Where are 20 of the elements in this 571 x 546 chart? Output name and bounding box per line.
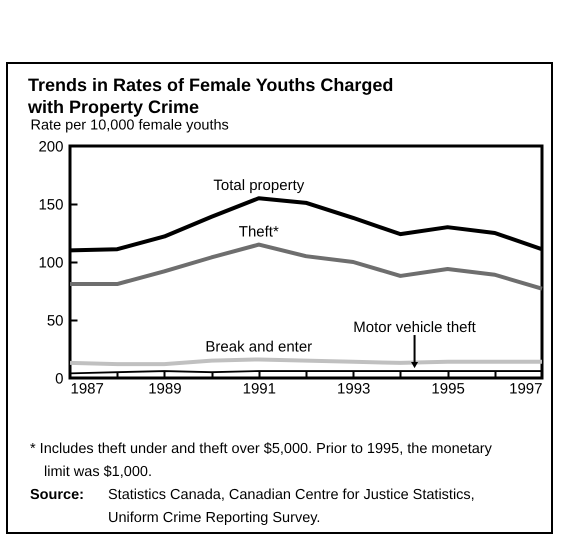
x-tick-label: 1987 (70, 380, 104, 398)
x-tick-label: 1993 (337, 380, 370, 398)
text: * Includes theft under and theft over $5,000. Prior to 1995, the monetary limit was $1,000. (30, 440, 493, 482)
series-label: Theft* (238, 224, 279, 241)
x-tick-label: 1997 (509, 380, 542, 398)
y-tick-label: 50 (46, 312, 64, 330)
y-tick-label: 150 (38, 196, 64, 214)
x-tick-label: 1991 (242, 380, 276, 398)
y-axis-title: Rate per 10,000 female youths (30, 118, 229, 134)
series-label: Break and enter (205, 338, 312, 356)
y-tick-label: 100 (38, 254, 64, 272)
chart-title: Trends in Rates of Female Youths Charged with Property Crime (28, 74, 394, 118)
y-tick-label: 0 (55, 370, 64, 388)
annotation: Motor vehicle theft (353, 319, 477, 336)
text: Source: Statistics Canada, Canadian Centre for Justice Statistics, Uniform Crime Reporting Survey. (30, 487, 475, 526)
line-series (68, 242, 544, 291)
x-tick-label: 1995 (431, 380, 465, 398)
y-tick-label: 200 (38, 138, 64, 156)
x-tick-label: 1989 (148, 380, 182, 398)
series-label: Total property (213, 177, 305, 194)
